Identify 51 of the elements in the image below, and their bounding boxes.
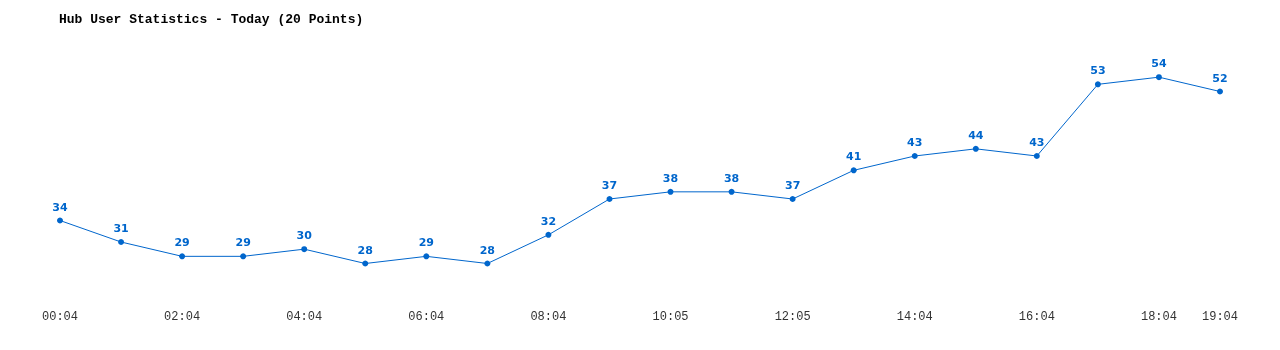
data-label: 37 bbox=[784, 179, 801, 192]
x-tick-label: 06:04 bbox=[408, 310, 445, 324]
point bbox=[1094, 81, 1101, 88]
data-label: 43 bbox=[1029, 136, 1045, 149]
x-tick-label: 16:04 bbox=[1018, 310, 1055, 324]
point bbox=[1217, 88, 1223, 95]
x-tick-label: 00:04 bbox=[41, 310, 79, 324]
data-label: 32 bbox=[540, 214, 557, 228]
x-tick-label: 12:05 bbox=[774, 310, 811, 324]
data-label: 29 bbox=[174, 236, 190, 250]
data-label: 38 bbox=[723, 171, 740, 185]
x-tick-label: 14:04 bbox=[896, 310, 933, 324]
point bbox=[301, 246, 308, 253]
data-label: 31 bbox=[113, 222, 129, 235]
data-label: 30 bbox=[296, 229, 313, 243]
x-tick-label: 18:04 bbox=[1140, 310, 1177, 324]
x-tick-label: 19:04 bbox=[1201, 310, 1239, 324]
data-label: 37 bbox=[601, 179, 618, 192]
data-label: 44 bbox=[968, 128, 984, 142]
data-label: 28 bbox=[479, 243, 496, 257]
point bbox=[667, 188, 674, 195]
data-label: 52 bbox=[1212, 71, 1228, 85]
point bbox=[911, 153, 918, 159]
data-label: 38 bbox=[662, 171, 679, 185]
x-tick-label: 04:04 bbox=[286, 310, 323, 324]
point bbox=[728, 188, 735, 195]
point bbox=[545, 231, 552, 238]
point bbox=[850, 167, 857, 174]
x-tick-label: 08:04 bbox=[530, 310, 567, 324]
point bbox=[57, 217, 63, 224]
data-label: 28 bbox=[357, 243, 373, 257]
data-label: 43 bbox=[907, 136, 923, 149]
x-tick-label: 02:04 bbox=[164, 310, 201, 324]
point bbox=[362, 260, 369, 267]
point bbox=[1033, 153, 1040, 159]
point bbox=[118, 239, 125, 245]
point bbox=[240, 253, 247, 260]
data-label: 29 bbox=[235, 236, 251, 250]
data-label: 53 bbox=[1090, 64, 1106, 78]
data-label: 34 bbox=[52, 200, 68, 214]
point bbox=[1155, 74, 1162, 81]
point bbox=[423, 253, 430, 260]
point bbox=[606, 196, 613, 202]
point bbox=[972, 145, 979, 152]
data-label: 29 bbox=[418, 236, 434, 250]
x-tick-label: 10:05 bbox=[652, 310, 689, 324]
chart-title: Hub User Statistics - Today (20 Points) bbox=[59, 12, 364, 27]
point bbox=[179, 253, 186, 260]
data-label: 41 bbox=[846, 150, 862, 164]
point bbox=[789, 196, 796, 202]
data-label: 54 bbox=[1151, 57, 1167, 71]
